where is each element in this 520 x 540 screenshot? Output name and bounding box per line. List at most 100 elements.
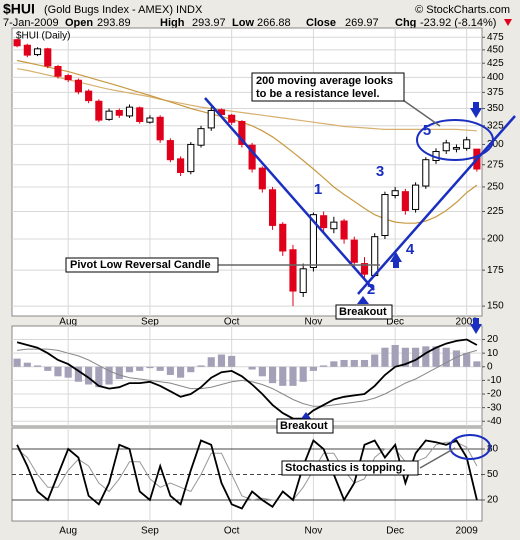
histogram-bar bbox=[44, 366, 52, 371]
quote-value: 266.88 bbox=[257, 17, 291, 29]
candle-body bbox=[146, 117, 154, 123]
candle-body bbox=[330, 221, 338, 230]
quote-label: Close bbox=[306, 17, 336, 29]
x-tick-label: Nov bbox=[305, 526, 323, 537]
arrow-down bbox=[473, 102, 479, 109]
annotation: Breakout bbox=[339, 306, 387, 318]
wave-number: 1 bbox=[314, 181, 322, 198]
candle-body bbox=[177, 158, 185, 173]
histogram-bar bbox=[115, 366, 123, 380]
candle-body bbox=[33, 48, 42, 56]
series-line bbox=[16, 441, 478, 501]
histogram-bar bbox=[350, 359, 358, 367]
histogram-bar bbox=[13, 358, 21, 367]
histogram-bar bbox=[54, 366, 62, 377]
y-tick-label: 275 bbox=[487, 159, 504, 170]
histogram-bar bbox=[401, 347, 409, 367]
candle-body bbox=[44, 48, 52, 67]
annotation: Breakout bbox=[280, 420, 328, 432]
arrow-down bbox=[473, 318, 479, 325]
candle-body bbox=[299, 268, 307, 294]
histogram-bar bbox=[177, 366, 185, 378]
histogram-bar bbox=[248, 366, 256, 370]
histogram-bar bbox=[422, 346, 430, 367]
y-tick-label: 10 bbox=[487, 348, 499, 359]
ticker: $HUI bbox=[3, 1, 35, 17]
x-tick-label: 2009 bbox=[456, 526, 479, 537]
panel-label: $HUI (Daily) bbox=[16, 31, 70, 42]
y-tick-label: -40 bbox=[487, 416, 502, 427]
y-tick-label: -30 bbox=[487, 402, 502, 413]
arrow-up bbox=[300, 412, 312, 420]
quote-label: Open bbox=[65, 17, 93, 29]
y-tick-label: 250 bbox=[487, 182, 504, 193]
x-tick-label: Aug bbox=[59, 526, 77, 537]
y-tick-label: 20 bbox=[487, 495, 499, 506]
candle-body bbox=[64, 75, 72, 81]
candle-body bbox=[289, 249, 297, 292]
highlight-ellipse bbox=[449, 434, 491, 460]
candle-body bbox=[74, 79, 82, 93]
x-tick-label: Nov bbox=[305, 317, 323, 328]
candle-body bbox=[54, 66, 62, 77]
x-tick-label: Oct bbox=[224, 526, 240, 537]
x-tick-label: Oct bbox=[224, 317, 240, 328]
candle-body bbox=[309, 214, 317, 268]
histogram-bar bbox=[23, 362, 31, 367]
candle-body bbox=[279, 223, 287, 252]
y-tick-label: 400 bbox=[487, 72, 504, 83]
candle-body bbox=[401, 191, 409, 211]
annotation: 200 moving average looks bbox=[256, 75, 393, 87]
y-tick-label: 50 bbox=[487, 469, 499, 480]
series-line bbox=[16, 59, 478, 224]
y-tick-label: 300 bbox=[487, 139, 504, 150]
wave-number: 3 bbox=[376, 163, 384, 180]
histogram-bar bbox=[452, 350, 461, 367]
y-tick-label: -10 bbox=[487, 375, 502, 386]
wave-number: 5 bbox=[423, 122, 431, 139]
highlight-ellipse bbox=[416, 119, 494, 161]
candle-body bbox=[463, 139, 471, 149]
wave-number: 2 bbox=[367, 281, 375, 298]
y-tick-label: 150 bbox=[487, 301, 504, 312]
candle-body bbox=[371, 236, 379, 277]
arrow-up bbox=[390, 252, 402, 262]
candle-body bbox=[238, 120, 246, 145]
histogram-bar bbox=[217, 354, 226, 367]
histogram-bar bbox=[146, 366, 154, 369]
histogram-bar bbox=[289, 366, 297, 386]
trend-line bbox=[357, 115, 516, 295]
pointer-line bbox=[419, 447, 456, 469]
wave-number: 4 bbox=[406, 241, 415, 258]
candle-body bbox=[320, 215, 328, 229]
change-icon bbox=[504, 19, 512, 26]
annotation-box bbox=[281, 460, 419, 476]
histogram-bar bbox=[330, 361, 338, 367]
candle-body bbox=[258, 167, 266, 190]
candle-body bbox=[187, 143, 195, 173]
histogram-bar bbox=[381, 347, 389, 367]
histogram-bar bbox=[309, 366, 317, 371]
candle-body bbox=[422, 159, 430, 187]
histogram-bar bbox=[64, 366, 72, 378]
histogram-bar bbox=[412, 347, 420, 367]
x-tick-label: 2009 bbox=[456, 317, 479, 328]
y-tick-label: 450 bbox=[487, 45, 504, 56]
candle-body bbox=[85, 90, 93, 102]
quote-value: 293.89 bbox=[97, 17, 131, 29]
histogram-bar bbox=[299, 366, 307, 382]
annotation: Pivot Low Reversal Candle bbox=[70, 259, 211, 271]
y-tick-label: 80 bbox=[487, 444, 499, 455]
histogram-bar bbox=[473, 361, 481, 367]
candle-body bbox=[125, 106, 134, 117]
histogram-bar bbox=[340, 359, 348, 367]
candle-body bbox=[391, 190, 399, 197]
candle-body bbox=[115, 109, 123, 116]
candle-body bbox=[13, 39, 21, 47]
series-line bbox=[17, 68, 477, 132]
quote-label: Chg bbox=[395, 17, 416, 29]
annotation-box bbox=[251, 72, 405, 102]
arrow-up bbox=[393, 261, 399, 268]
histogram-bar bbox=[197, 365, 205, 367]
